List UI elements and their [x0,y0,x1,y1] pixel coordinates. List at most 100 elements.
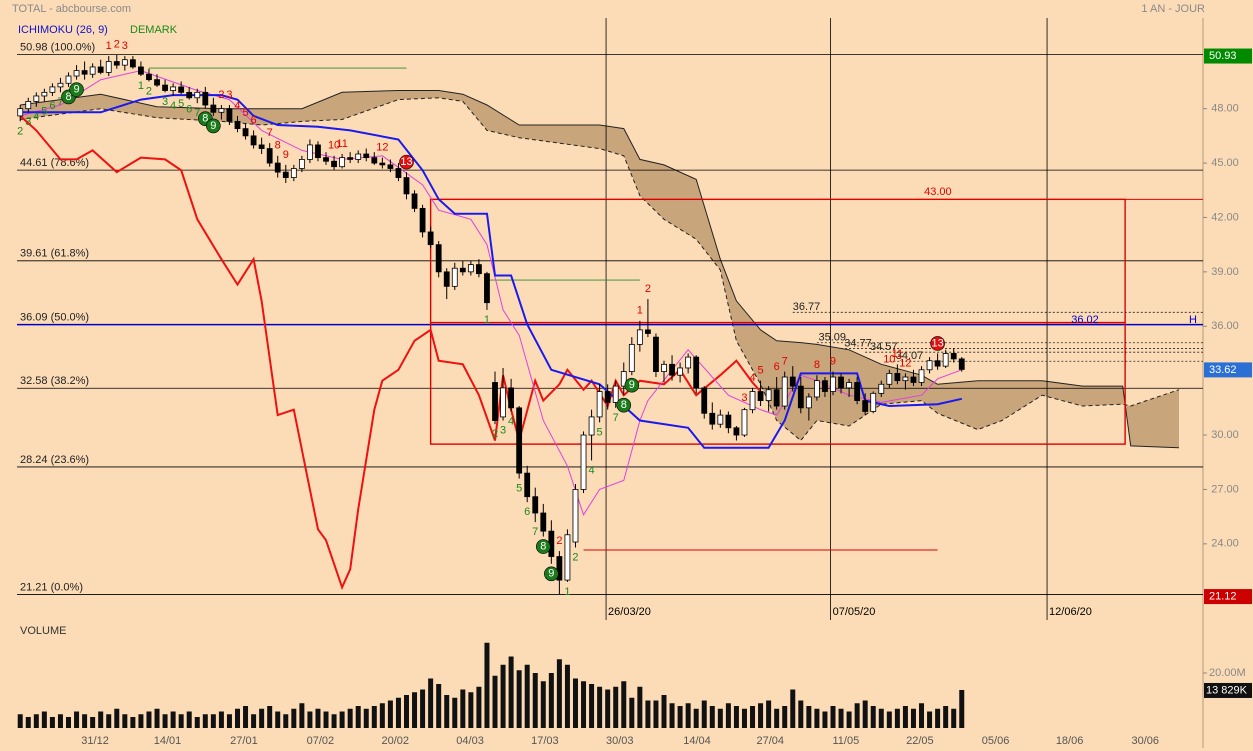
demark-count: 2 [218,89,224,101]
candle-body [669,363,675,376]
period: 1 AN - JOUR [1141,3,1205,15]
volume-bar [162,714,168,728]
y-tick-label: 36.00 [1211,320,1239,332]
x-tick-label: 05/06 [982,735,1010,747]
candle-body [57,82,64,88]
candle-body [717,414,724,425]
candle-body [315,144,321,159]
volume-bar [49,717,55,728]
candle-body [942,353,949,367]
volume-bar [572,678,578,728]
volume-bar [822,711,828,728]
volume-bar [516,670,522,728]
volume-bar [540,681,546,728]
candle-body [612,385,619,403]
volume-bar [862,700,868,728]
demark-circle [624,377,640,393]
volume-bar [878,708,884,728]
cloud-span-b [20,97,1180,442]
x-tick-label: 14/04 [683,735,711,747]
candle-body [926,360,933,371]
candle-body [395,168,402,178]
volume-bar [98,711,104,728]
high-mark: H [1189,314,1197,326]
demark-count: 3 [122,40,128,52]
x-tick-label: 22/05 [906,735,934,747]
candle-body [49,86,56,93]
candle-body [870,392,877,412]
volume-bar [556,659,562,728]
candle-body [427,231,434,246]
candle-body [33,95,40,102]
volume-bar [854,703,860,728]
candle-body [266,148,273,164]
candle-body [419,207,426,233]
volume-bar [621,681,627,728]
demark-count: 3 [25,116,31,128]
demark-count: 9 [830,355,836,367]
candle-body [467,264,474,273]
demark-count: 5 [41,105,47,117]
candle-body [459,267,466,273]
volume-bar [532,673,538,728]
volume-bar [436,684,442,728]
candle-body [146,73,152,81]
volume-bar [315,708,321,728]
demark-count: 10 [883,354,895,366]
volume-bar [758,703,764,728]
volume-bar [202,714,208,728]
candle-body [363,153,370,159]
y-tick-label: 30.00 [1211,429,1239,441]
candle-body [830,376,836,392]
volume-bar [146,711,152,728]
price-tag-label: 21.12 [1209,590,1237,602]
candle-body [604,391,611,403]
candle-body [564,534,571,581]
candle-body [508,387,515,409]
volume-bar [806,706,812,728]
candle-body [693,356,700,389]
volume-bar [460,689,466,728]
candle-body [194,91,201,99]
candle-body [178,86,185,93]
chikou-line [19,115,762,591]
candle-body [958,358,965,370]
volume-bar [307,711,313,728]
candle-body [532,496,539,514]
candle-body [918,369,925,383]
range-top-label: 43.00 [924,186,952,198]
candle-body [781,376,788,407]
volume-bar [927,711,933,728]
y-tick-label: 45.00 [1211,157,1239,169]
volume-bar [444,695,450,728]
candle-body [886,372,893,385]
volume-bar [347,708,353,728]
demark-circle [930,336,945,351]
x-tick-label: 27/01 [230,735,258,747]
volume-bar [420,689,426,728]
demark-circle [544,566,559,582]
candle-body [451,267,458,287]
volume-bar [838,708,844,728]
volume-bar [363,708,369,728]
volume-bar [951,708,957,728]
demark-count: 9 [548,568,554,580]
candle-body [805,396,812,409]
candle-body [628,343,635,372]
demark-circle [399,154,414,170]
volume-bar [25,717,31,728]
demark-circle [206,118,221,134]
candle-body [757,391,764,401]
candle-body [685,356,692,369]
x-tick-label: 17/03 [531,735,559,747]
demark-count: 12 [899,357,911,369]
volume-bar [170,711,176,728]
volume-bar [74,711,80,728]
demark-count: 4 [234,100,240,112]
date-marker-label: 26/03/20 [608,606,651,618]
volume-bar [935,708,941,728]
cloud-span-a [20,90,1180,449]
candle-body [274,162,281,173]
candle-body [797,385,804,409]
volume-bar [106,714,112,728]
